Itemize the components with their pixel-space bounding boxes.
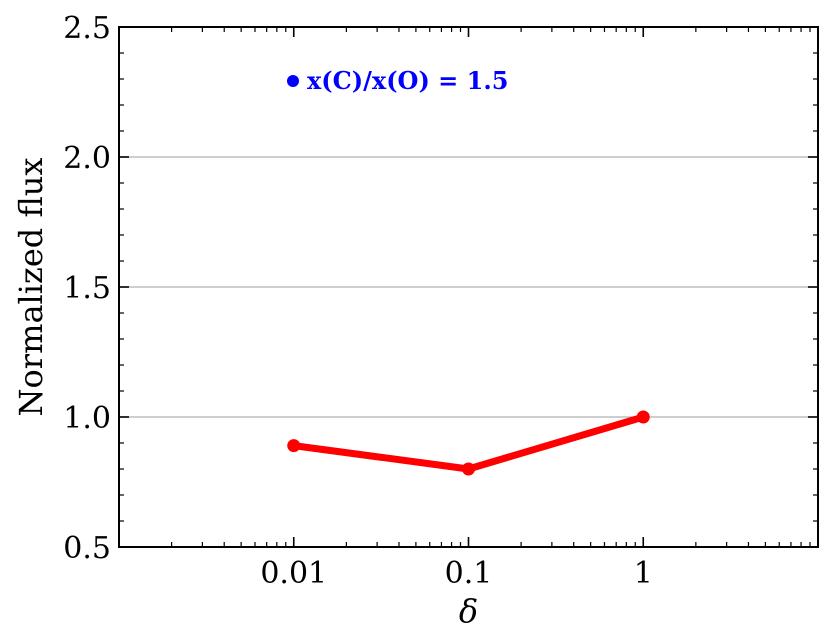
y-tick-label: 1.5 [63, 271, 111, 306]
grid [119, 156, 818, 418]
data-point [287, 439, 301, 453]
y-tick-label: 1.0 [63, 401, 111, 436]
x-tick-label: 0.1 [445, 556, 493, 591]
x-tick-label: 0.01 [260, 556, 327, 591]
plot-frame [118, 26, 819, 548]
series-line [290, 413, 647, 473]
legend: x(C)/x(O) = 1.5 [287, 66, 508, 95]
y-axis-title: Normalized flux [12, 158, 50, 417]
y-tick-label: 2.0 [63, 141, 111, 176]
data-point [462, 462, 475, 476]
data-point [636, 410, 650, 424]
y-tick-label: 2.5 [63, 11, 111, 46]
legend-marker [287, 75, 299, 87]
legend-label: x(C)/x(O) = 1.5 [307, 66, 508, 95]
series [287, 410, 650, 476]
x-axis-title: δ [459, 592, 478, 630]
y-tick-label: 0.5 [63, 531, 111, 566]
tick-labels: 0.5 1.0 1.5 2.0 2.5 0.01 0.1 1 [63, 11, 653, 591]
x-tick-label: 1 [634, 556, 653, 591]
